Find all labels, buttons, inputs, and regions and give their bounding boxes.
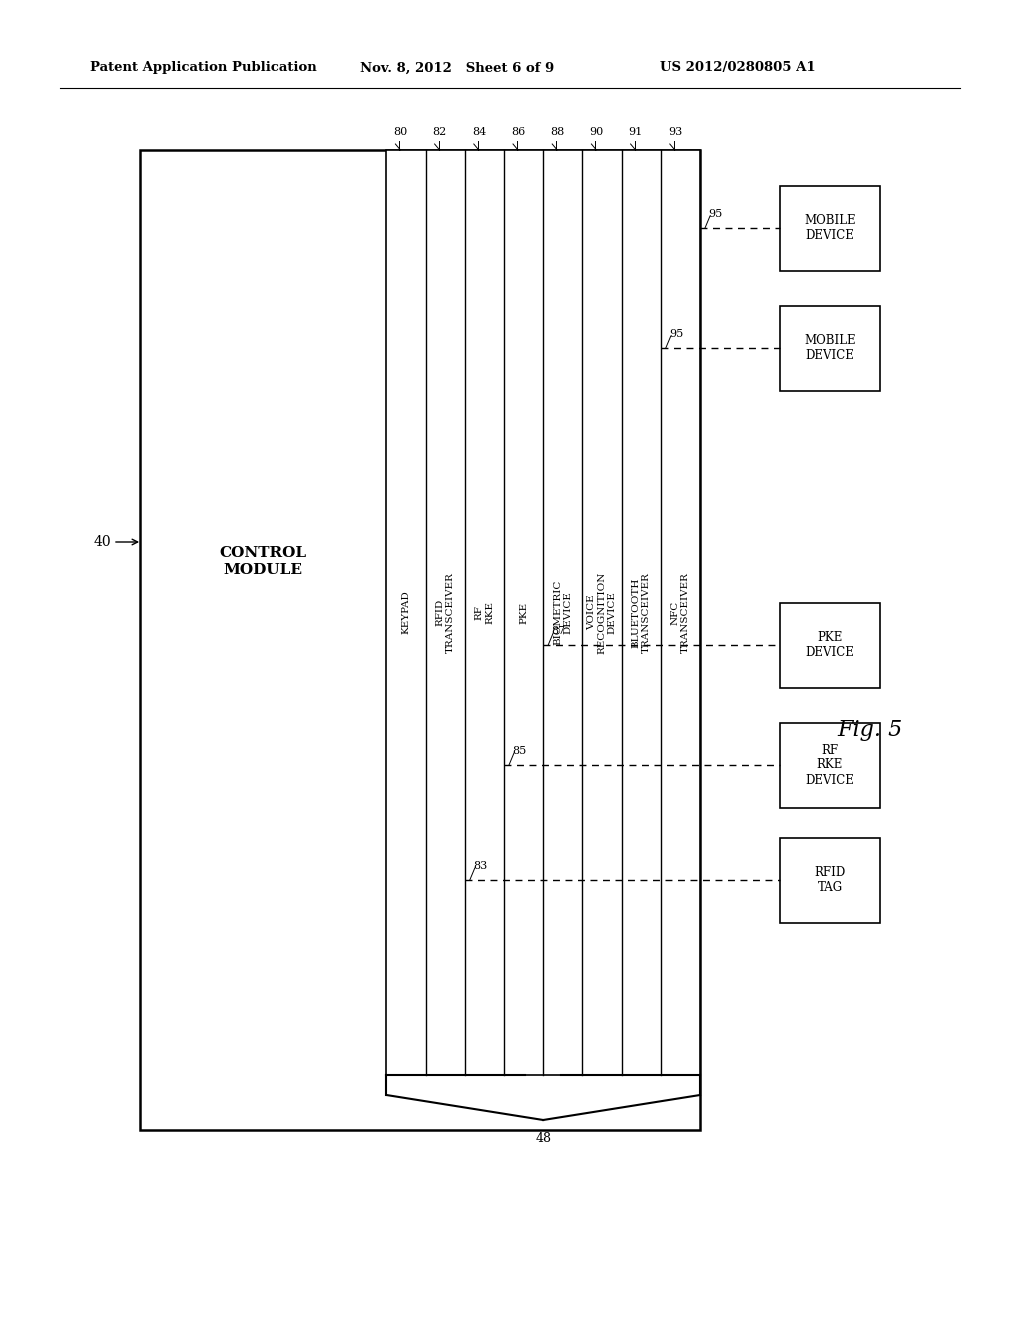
Text: MOBILE
DEVICE: MOBILE DEVICE bbox=[804, 334, 856, 362]
Text: PKE
DEVICE: PKE DEVICE bbox=[806, 631, 854, 659]
Text: RFID
TRANSCEIVER: RFID TRANSCEIVER bbox=[435, 572, 455, 653]
Text: 80: 80 bbox=[393, 127, 408, 137]
Bar bbox=[780, 837, 880, 923]
Bar bbox=[780, 305, 880, 391]
Text: 95: 95 bbox=[669, 329, 683, 339]
Text: 85: 85 bbox=[512, 746, 526, 756]
Bar bbox=[780, 186, 880, 271]
Text: Fig. 5: Fig. 5 bbox=[838, 719, 902, 741]
Text: 91: 91 bbox=[629, 127, 643, 137]
Text: 83: 83 bbox=[473, 861, 487, 871]
Bar bbox=[780, 602, 880, 688]
Text: 88: 88 bbox=[550, 127, 564, 137]
Text: CONTROL
MODULE: CONTROL MODULE bbox=[219, 546, 307, 577]
Bar bbox=[386, 150, 700, 1074]
Text: 40: 40 bbox=[93, 535, 111, 549]
Text: US 2012/0280805 A1: US 2012/0280805 A1 bbox=[660, 62, 816, 74]
Text: 84: 84 bbox=[472, 127, 486, 137]
Text: RF
RKE
DEVICE: RF RKE DEVICE bbox=[806, 743, 854, 787]
Text: 90: 90 bbox=[590, 127, 604, 137]
Bar bbox=[780, 722, 880, 808]
Text: 95: 95 bbox=[708, 209, 722, 219]
Text: 48: 48 bbox=[536, 1131, 551, 1144]
Text: MOBILE
DEVICE: MOBILE DEVICE bbox=[804, 214, 856, 242]
Text: BIOMETRIC
DEVICE: BIOMETRIC DEVICE bbox=[553, 579, 572, 645]
Text: 93: 93 bbox=[668, 127, 682, 137]
Text: NFC
TRANSCEIVER: NFC TRANSCEIVER bbox=[671, 572, 690, 653]
Text: 86: 86 bbox=[511, 127, 525, 137]
Text: BLUETOOTH
TRANSCEIVER: BLUETOOTH TRANSCEIVER bbox=[632, 572, 651, 653]
Text: VOICE
RECOGNITION
DEVICE: VOICE RECOGNITION DEVICE bbox=[587, 572, 616, 653]
Text: RF
RKE: RF RKE bbox=[475, 601, 495, 624]
Text: Nov. 8, 2012   Sheet 6 of 9: Nov. 8, 2012 Sheet 6 of 9 bbox=[360, 62, 554, 74]
Bar bbox=[140, 150, 700, 1130]
Text: PKE: PKE bbox=[519, 602, 528, 623]
Text: RFID
TAG: RFID TAG bbox=[814, 866, 846, 894]
Text: 87: 87 bbox=[551, 626, 565, 636]
Text: Patent Application Publication: Patent Application Publication bbox=[90, 62, 316, 74]
Text: KEYPAD: KEYPAD bbox=[401, 590, 411, 635]
Text: 82: 82 bbox=[432, 127, 446, 137]
